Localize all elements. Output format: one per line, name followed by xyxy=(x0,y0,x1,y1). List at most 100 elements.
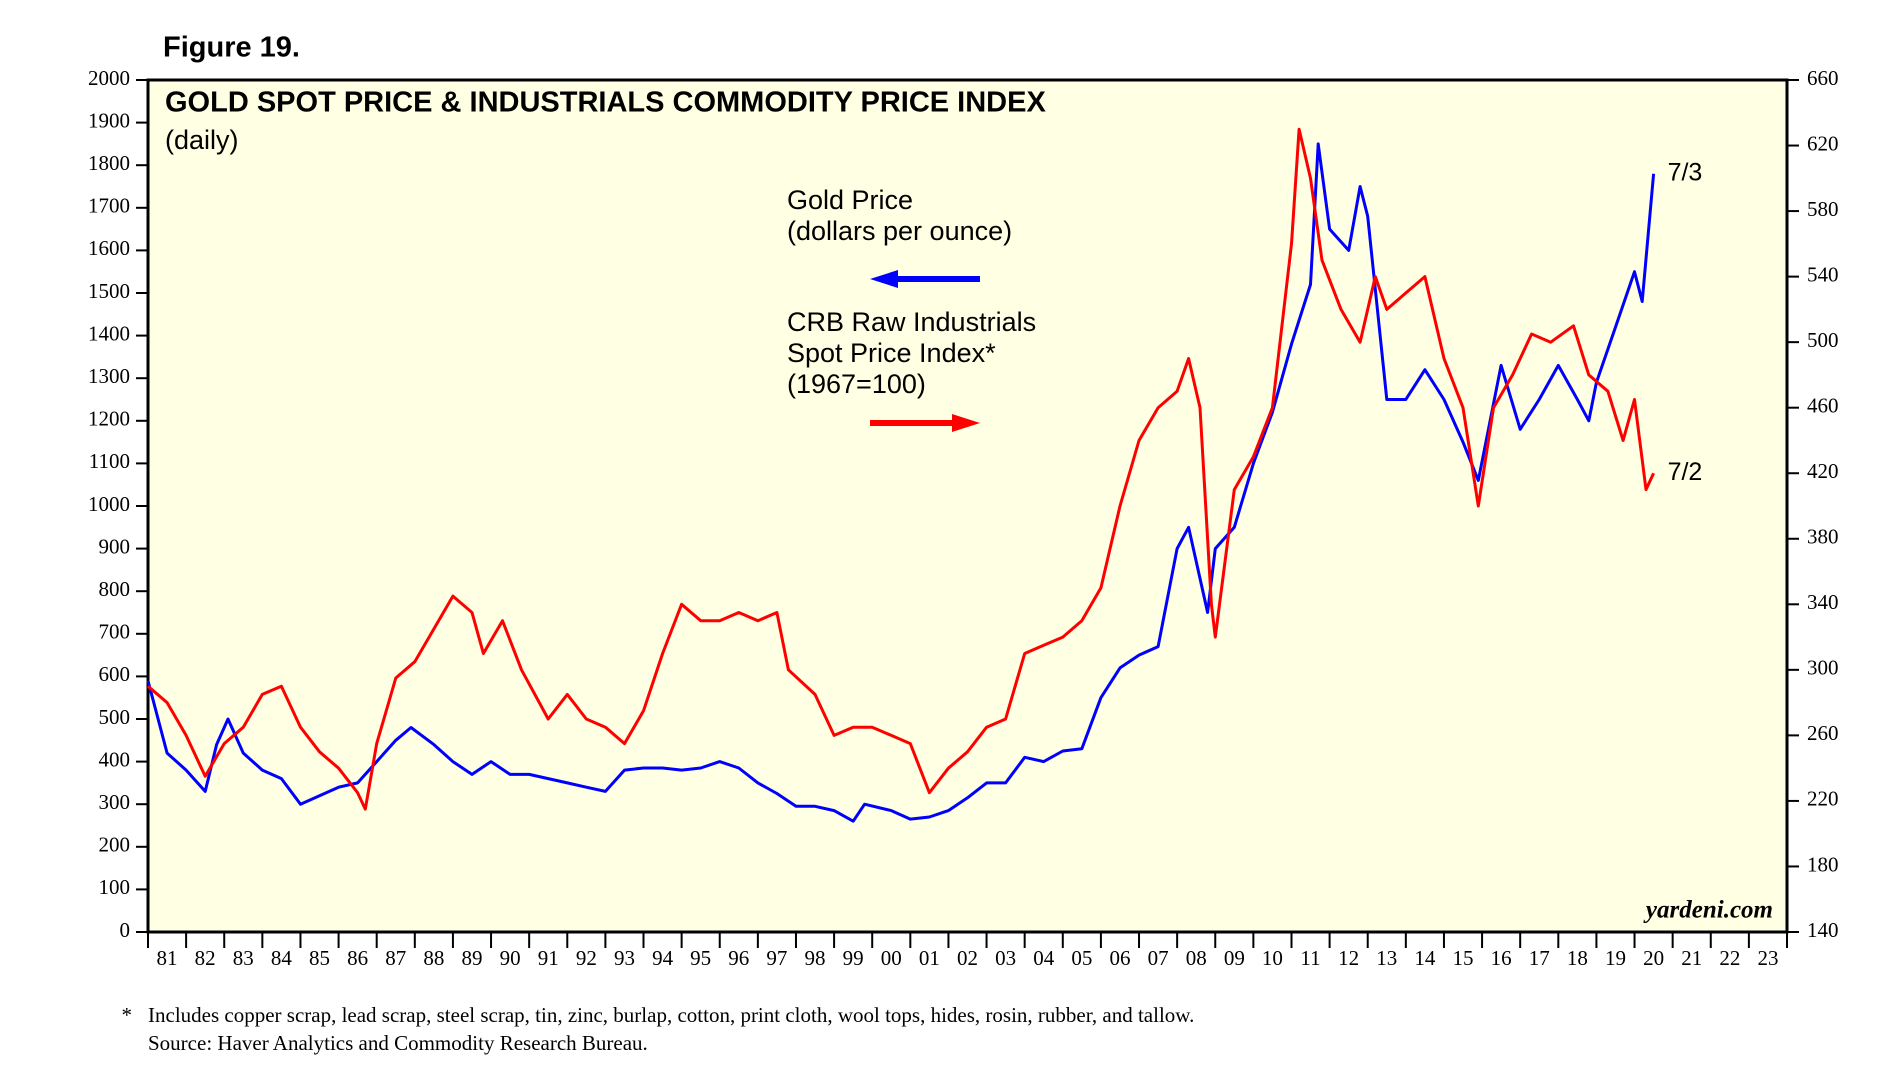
series-line xyxy=(147,127,1655,811)
y2-tick-label: 140 xyxy=(1807,918,1839,942)
y-tick-label: 900 xyxy=(99,534,131,558)
chart-title: GOLD SPOT PRICE & INDUSTRIALS COMMODITY … xyxy=(165,87,1046,119)
x-tick-label: 07 xyxy=(1148,946,1169,970)
y-tick-label: 1700 xyxy=(88,194,130,218)
footnote: Includes copper scrap, lead scrap, steel… xyxy=(148,1003,1194,1027)
x-tick-label: 22 xyxy=(1719,946,1740,970)
legend xyxy=(870,270,980,432)
y-tick-label: 1800 xyxy=(88,151,130,175)
figure-label: Figure 19. xyxy=(163,32,300,64)
y2-tick-label: 420 xyxy=(1807,459,1839,483)
y2-tick-label: 660 xyxy=(1807,66,1839,90)
y-tick-label: 2000 xyxy=(88,66,130,90)
x-tick-label: 16 xyxy=(1491,946,1512,970)
y-tick-label: 1100 xyxy=(89,449,130,473)
x-tick-label: 93 xyxy=(614,946,635,970)
x-tick-label: 03 xyxy=(995,946,1016,970)
y-tick-label: 400 xyxy=(99,747,131,771)
x-tick-label: 98 xyxy=(805,946,826,970)
x-tick-label: 10 xyxy=(1262,946,1283,970)
y2-tick-label: 380 xyxy=(1807,525,1839,549)
y-tick-label: 1000 xyxy=(88,492,130,516)
legend-label: Gold Price xyxy=(787,185,913,215)
legend-label: Spot Price Index* xyxy=(787,338,996,368)
y2-tick-label: 460 xyxy=(1807,394,1839,418)
x-tick-label: 11 xyxy=(1300,946,1320,970)
legend-label: (dollars per ounce) xyxy=(787,216,1012,246)
x-tick-label: 17 xyxy=(1529,946,1550,970)
footnote-marker: * xyxy=(122,1003,133,1027)
y-tick-label: 200 xyxy=(99,833,131,857)
x-tick-label: 06 xyxy=(1109,946,1130,970)
y2-tick-label: 540 xyxy=(1807,262,1839,286)
legend-label: (1967=100) xyxy=(787,369,926,399)
x-tick-label: 92 xyxy=(576,946,597,970)
y-tick-label: 1400 xyxy=(88,321,130,345)
y2-tick-label: 500 xyxy=(1807,328,1839,352)
y-tick-label: 100 xyxy=(99,875,131,899)
end-label: 7/2 xyxy=(1668,458,1703,486)
x-tick-label: 85 xyxy=(309,946,330,970)
x-tick-label: 88 xyxy=(423,946,444,970)
x-tick-label: 08 xyxy=(1186,946,1207,970)
footnote: Source: Haver Analytics and Commodity Re… xyxy=(148,1031,648,1055)
legend-arrow-left xyxy=(870,270,980,288)
x-tick-label: 23 xyxy=(1757,946,1778,970)
watermark: yardeni.com xyxy=(1643,897,1773,924)
y-tick-label: 1900 xyxy=(88,108,130,132)
y-tick-label: 0 xyxy=(120,918,131,942)
legend-arrow-right xyxy=(870,414,980,432)
y-tick-label: 1300 xyxy=(88,364,130,388)
y2-tick-label: 300 xyxy=(1807,656,1839,680)
x-tick-label: 83 xyxy=(233,946,254,970)
x-tick-label: 91 xyxy=(538,946,559,970)
x-tick-label: 94 xyxy=(652,946,674,970)
x-tick-label: 95 xyxy=(690,946,711,970)
x-tick-label: 00 xyxy=(881,946,902,970)
x-tick-label: 19 xyxy=(1605,946,1626,970)
y-tick-label: 600 xyxy=(99,662,131,686)
y-tick-label: 1200 xyxy=(88,407,130,431)
end-label: 7/3 xyxy=(1668,158,1703,186)
y-tick-label: 500 xyxy=(99,705,131,729)
x-tick-label: 96 xyxy=(728,946,749,970)
x-tick-label: 20 xyxy=(1643,946,1664,970)
y2-tick-label: 260 xyxy=(1807,721,1839,745)
y-tick-label: 700 xyxy=(99,620,131,644)
x-tick-label: 01 xyxy=(919,946,940,970)
x-tick-label: 97 xyxy=(766,946,787,970)
x-tick-label: 14 xyxy=(1414,946,1436,970)
x-tick-label: 04 xyxy=(1033,946,1055,970)
y-tick-label: 1500 xyxy=(88,279,130,303)
x-tick-label: 99 xyxy=(843,946,864,970)
y2-tick-label: 340 xyxy=(1807,590,1839,614)
plot-area xyxy=(146,78,1789,934)
x-tick-label: 81 xyxy=(157,946,178,970)
legend-label: CRB Raw Industrials xyxy=(787,307,1036,337)
y2-tick-label: 620 xyxy=(1807,131,1839,155)
y-tick-label: 800 xyxy=(99,577,131,601)
y2-tick-label: 180 xyxy=(1807,852,1839,876)
x-tick-label: 86 xyxy=(347,946,368,970)
x-tick-label: 90 xyxy=(500,946,521,970)
x-tick-label: 21 xyxy=(1681,946,1702,970)
y2-tick-label: 580 xyxy=(1807,197,1839,221)
series-line xyxy=(146,142,1656,823)
y-tick-label: 1600 xyxy=(88,236,130,260)
x-tick-label: 12 xyxy=(1338,946,1359,970)
x-tick-label: 84 xyxy=(271,946,293,970)
x-tick-label: 02 xyxy=(957,946,978,970)
x-tick-label: 82 xyxy=(195,946,216,970)
x-tick-label: 05 xyxy=(1071,946,1092,970)
x-tick-label: 15 xyxy=(1453,946,1474,970)
y2-tick-label: 220 xyxy=(1807,787,1839,811)
chart-subtitle: (daily) xyxy=(165,125,239,155)
x-tick-label: 13 xyxy=(1376,946,1397,970)
y-tick-label: 300 xyxy=(99,790,131,814)
x-tick-label: 18 xyxy=(1567,946,1588,970)
x-tick-label: 89 xyxy=(461,946,482,970)
x-tick-label: 87 xyxy=(385,946,406,970)
x-tick-label: 09 xyxy=(1224,946,1245,970)
